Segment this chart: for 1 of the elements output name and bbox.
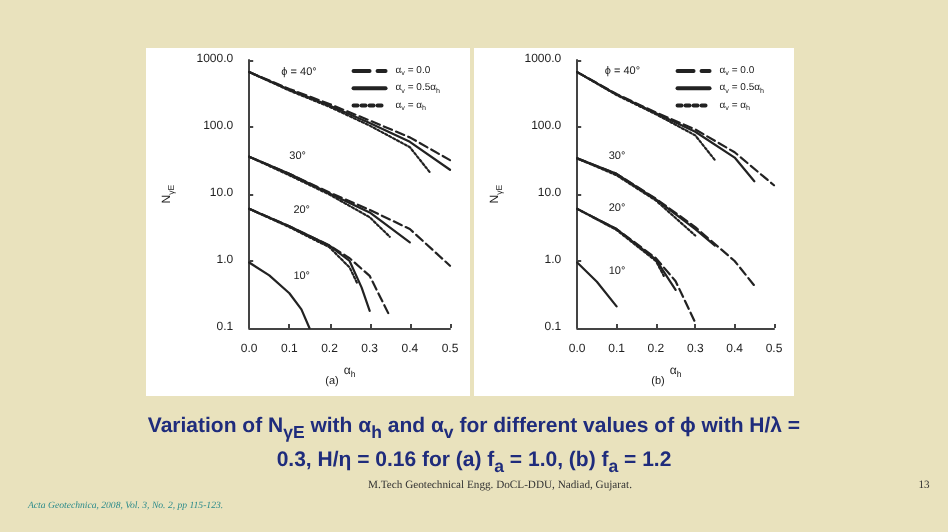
text: Variation of N$_{γE}$ with α$_{h}$ and α$_{v}$ for different values of ϕ with H/λ = 0.3, H/η = 0.16 for (a) f$_{a}$ = 1.0, (b) f$_{a}$ = 1.2 <box>147 414 801 477</box>
